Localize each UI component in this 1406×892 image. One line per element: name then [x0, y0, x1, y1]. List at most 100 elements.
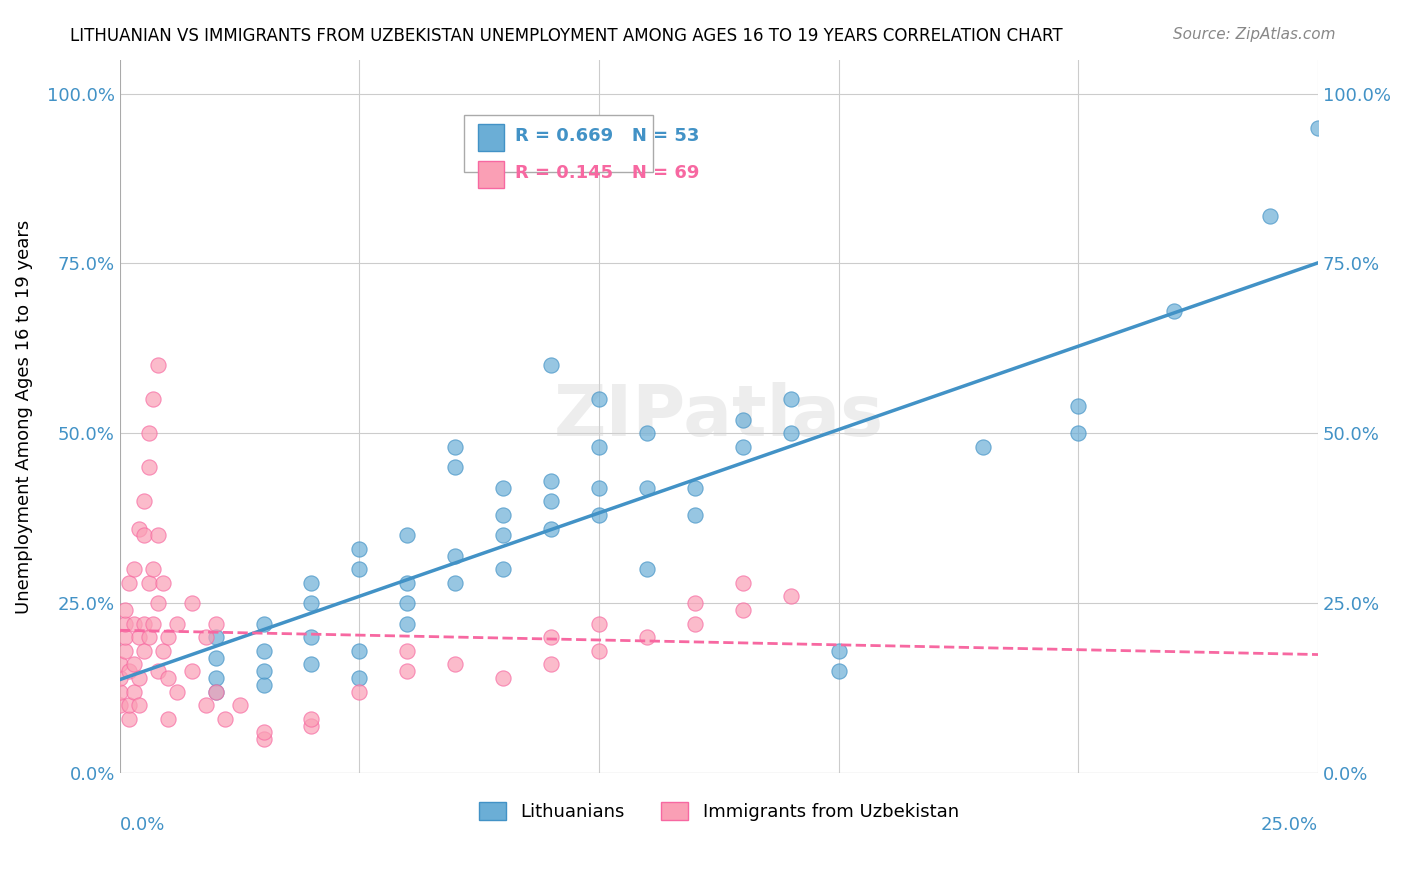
Point: [156, 671, 179, 685]
Point: [540, 522, 562, 536]
Point: [444, 657, 467, 672]
Point: [204, 671, 226, 685]
Point: [1067, 399, 1090, 413]
Point: [301, 657, 323, 672]
Point: [731, 413, 754, 427]
Point: [180, 665, 202, 679]
Point: [396, 575, 419, 590]
Point: [1163, 304, 1185, 318]
Point: [492, 508, 515, 522]
Point: [252, 725, 274, 739]
Point: [114, 616, 136, 631]
Point: [156, 712, 179, 726]
Point: [122, 616, 145, 631]
Point: [138, 575, 160, 590]
Point: [683, 596, 706, 610]
Text: R = 0.669   N = 53: R = 0.669 N = 53: [515, 128, 700, 145]
Point: [204, 650, 226, 665]
Point: [152, 644, 174, 658]
Point: [214, 712, 236, 726]
Point: [138, 630, 160, 644]
Point: [122, 684, 145, 698]
Point: [349, 644, 371, 658]
Point: [396, 528, 419, 542]
Point: [779, 392, 801, 407]
Point: [731, 440, 754, 454]
Point: [114, 644, 136, 658]
Point: [349, 562, 371, 576]
FancyBboxPatch shape: [478, 124, 505, 151]
Point: [128, 522, 150, 536]
Text: ZIPatlas: ZIPatlas: [554, 382, 884, 450]
Point: [731, 603, 754, 617]
Point: [636, 562, 658, 576]
Point: [828, 644, 851, 658]
Y-axis label: Unemployment Among Ages 16 to 19 years: Unemployment Among Ages 16 to 19 years: [15, 219, 32, 614]
Point: [132, 644, 155, 658]
Point: [588, 392, 610, 407]
Text: R = 0.145   N = 69: R = 0.145 N = 69: [515, 164, 700, 183]
Point: [108, 698, 131, 713]
Point: [396, 616, 419, 631]
Point: [108, 657, 131, 672]
Point: [444, 460, 467, 475]
Point: [252, 678, 274, 692]
Point: [349, 684, 371, 698]
Point: [146, 528, 169, 542]
Point: [142, 562, 165, 576]
Text: LITHUANIAN VS IMMIGRANTS FROM UZBEKISTAN UNEMPLOYMENT AMONG AGES 16 TO 19 YEARS : LITHUANIAN VS IMMIGRANTS FROM UZBEKISTAN…: [70, 27, 1063, 45]
Point: [396, 665, 419, 679]
Point: [204, 684, 226, 698]
Point: [252, 616, 274, 631]
Point: [146, 359, 169, 373]
Point: [683, 508, 706, 522]
Point: [349, 671, 371, 685]
Point: [396, 644, 419, 658]
Text: 0.0%: 0.0%: [120, 816, 165, 834]
Point: [204, 684, 226, 698]
Point: [588, 508, 610, 522]
Point: [146, 665, 169, 679]
Point: [228, 698, 250, 713]
FancyBboxPatch shape: [478, 161, 505, 188]
Point: [301, 575, 323, 590]
Point: [492, 562, 515, 576]
Point: [636, 630, 658, 644]
Point: [142, 392, 165, 407]
Point: [636, 426, 658, 441]
Text: R = 0.669   N = 53
R = 0.145   N = 69: R = 0.669 N = 53 R = 0.145 N = 69: [474, 124, 644, 162]
Point: [118, 712, 141, 726]
Point: [1308, 120, 1330, 135]
Point: [301, 712, 323, 726]
Point: [166, 684, 188, 698]
Point: [588, 481, 610, 495]
Point: [152, 575, 174, 590]
Point: [204, 630, 226, 644]
Point: [636, 481, 658, 495]
Point: [683, 616, 706, 631]
Point: [779, 590, 801, 604]
Point: [128, 671, 150, 685]
Point: [779, 426, 801, 441]
Point: [156, 630, 179, 644]
Point: [252, 732, 274, 747]
Point: [396, 596, 419, 610]
Point: [444, 575, 467, 590]
Point: [492, 528, 515, 542]
Point: [118, 575, 141, 590]
Point: [195, 698, 218, 713]
Legend: Lithuanians, Immigrants from Uzbekistan: Lithuanians, Immigrants from Uzbekistan: [472, 795, 966, 829]
Point: [301, 630, 323, 644]
Point: [122, 562, 145, 576]
Point: [492, 481, 515, 495]
Point: [731, 575, 754, 590]
Text: Source: ZipAtlas.com: Source: ZipAtlas.com: [1173, 27, 1336, 42]
Point: [683, 481, 706, 495]
Point: [492, 671, 515, 685]
Point: [108, 671, 131, 685]
Point: [118, 698, 141, 713]
Point: [540, 359, 562, 373]
Point: [166, 616, 188, 631]
Point: [138, 426, 160, 441]
Point: [114, 603, 136, 617]
